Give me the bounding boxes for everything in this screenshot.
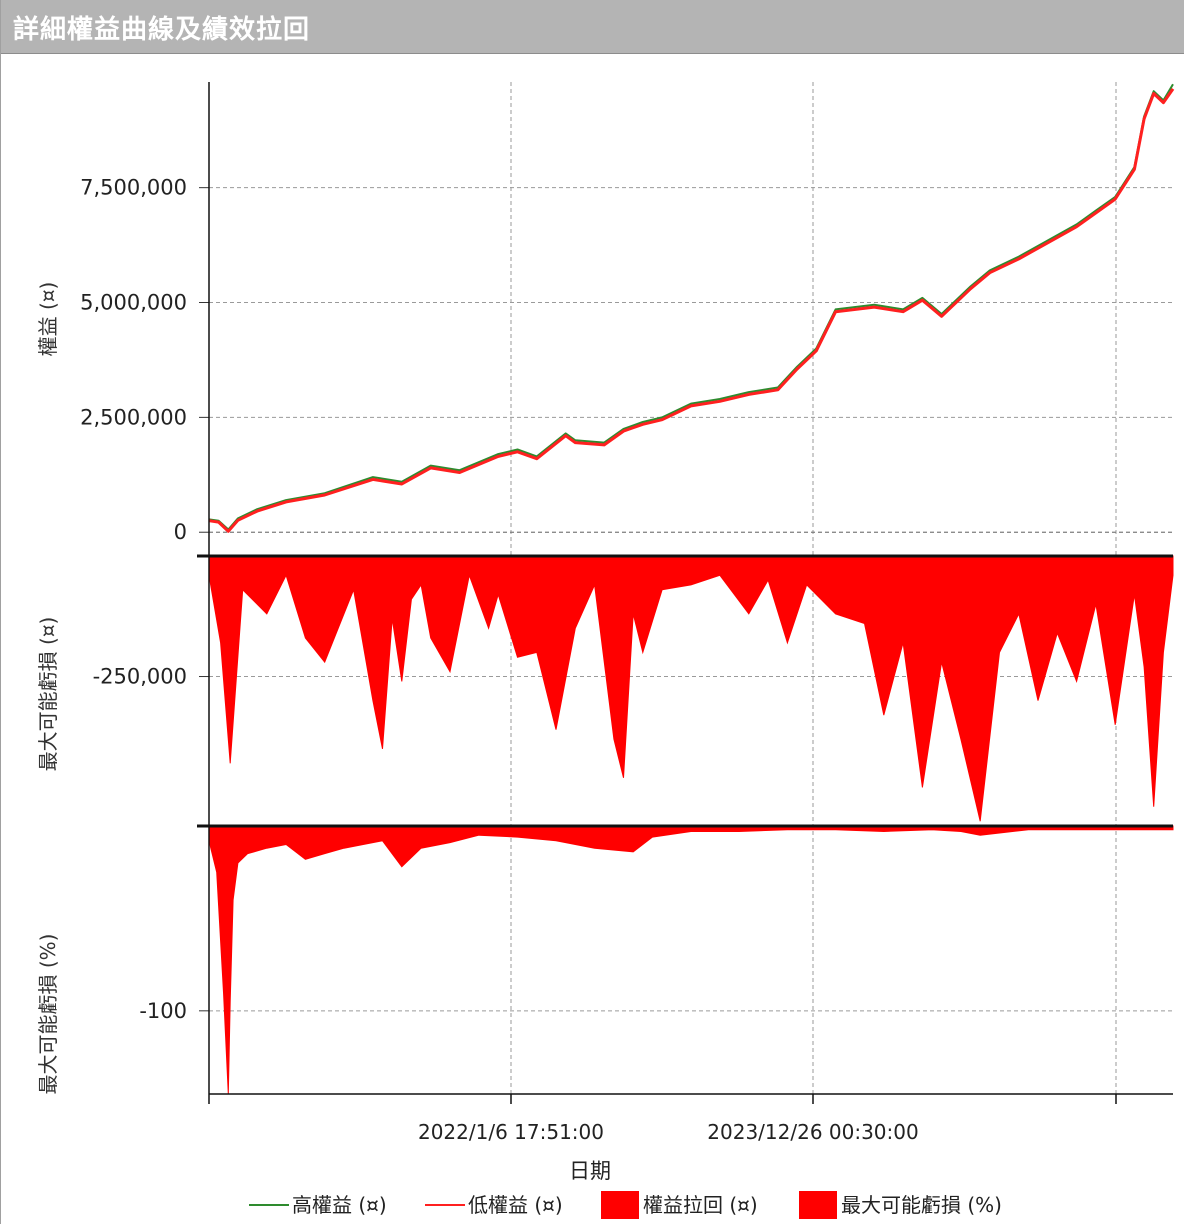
drawdown-percent-ylabel: 最大可能虧損 (%) [36,934,60,1095]
legend-label-high-equity: 高權益 (¤) [292,1193,387,1217]
max-loss-percent-area [208,825,1174,1095]
y-tick-label: -250,000 [93,665,187,689]
x-tick-label: 2023/12/26 00:30:00 [707,1120,918,1144]
y-tick-label: -100 [139,999,187,1023]
x-axis-title: 日期 [569,1159,611,1183]
legend: 高權益 (¤) 低權益 (¤) 權益拉回 (¤) 最大可能虧損 (%) [249,1191,1002,1219]
legend-swatch-max-loss-percent [799,1191,837,1219]
high-equity-line [208,83,1174,531]
plot-layer: 0 2,500,000 5,000,000 7,500,000 -250,000 -100 [80,82,1175,1104]
legend-label-equity-drawdown: 權益拉回 (¤) [643,1193,758,1217]
equity-drawdown-chart: 權益 (¤) 最大可能虧損 (¤) 最大可能虧損 (%) 0 2,500,000 5… [36,82,1175,1219]
x-tick-label: 2022/1/6 17:51:00 [418,1120,604,1144]
legend-swatch-equity-drawdown [601,1191,639,1219]
y-tick-label: 7,500,000 [80,176,187,200]
y-tick-label: 5,000,000 [80,291,187,315]
legend-label-max-loss-percent: 最大可能虧損 (%) [841,1193,1002,1217]
window-title: 詳細權益曲線及績效拉回 [13,15,311,45]
y-tick-label: 2,500,000 [80,405,187,429]
equity-ylabel: 權益 (¤) [36,282,60,357]
legend-label-low-equity: 低權益 (¤) [468,1193,563,1217]
drawdown-amount-ylabel: 最大可能虧損 (¤) [36,617,60,772]
title-bar: 詳細權益曲線及績效拉回 [1,0,1184,54]
equity-drawdown-area [208,555,1174,822]
low-equity-line [208,88,1175,533]
y-tick-label: 0 [174,520,187,544]
